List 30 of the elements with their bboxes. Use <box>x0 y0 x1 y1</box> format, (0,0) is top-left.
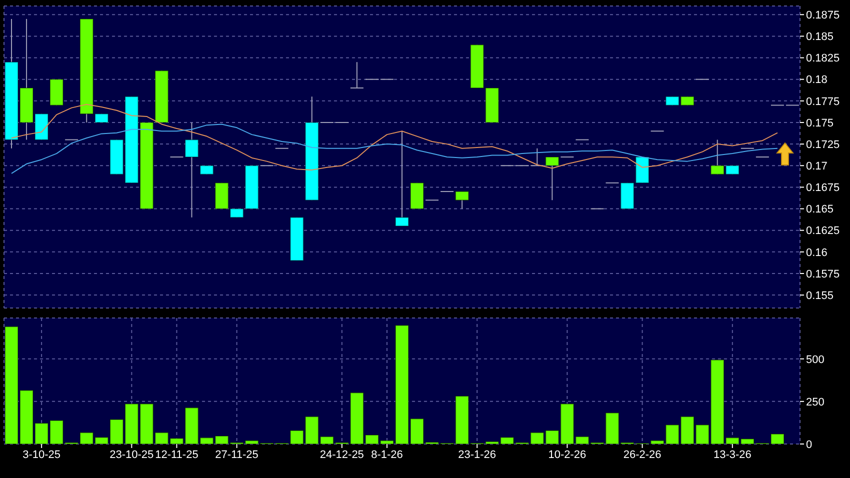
y-tick-label: 0.1825 <box>806 52 840 65</box>
y-tick-label: 500 <box>806 354 824 366</box>
y-tick-label: 0 <box>806 438 812 451</box>
y-tick-label: 0.16 <box>806 246 828 259</box>
x-tick-label: 24-12-25 <box>320 448 364 461</box>
y-tick-label: 0.18 <box>806 74 828 86</box>
line-series <box>11 104 778 170</box>
y-tick-label: 0.185 <box>806 31 834 44</box>
y-tick-label: 0.1875 <box>806 10 840 22</box>
x-tick-label: 26-2-26 <box>623 448 662 461</box>
x-tick-label: 13-3-26 <box>713 448 752 461</box>
candlestick <box>350 62 364 88</box>
y-tick-label: 0.1675 <box>806 182 840 194</box>
candlestick <box>394 130 409 227</box>
y-tick-label: 0.165 <box>806 204 834 216</box>
y-tick-label: 0.1625 <box>806 225 840 238</box>
y-tick-label: 250 <box>806 396 824 408</box>
y-tick-label: 0.1575 <box>806 268 840 280</box>
y-tick-label: 0.155 <box>806 290 834 302</box>
x-tick-label: 23-1-26 <box>458 448 496 461</box>
x-tick-label: 12-11-25 <box>155 448 198 461</box>
x-tick-label: 27-11-25 <box>215 448 258 461</box>
x-tick-label: 10-2-26 <box>548 448 586 461</box>
y-tick-label: 0.17 <box>806 160 828 173</box>
y-tick-label: 0.1775 <box>806 96 840 108</box>
y-tick-label: 0.1725 <box>806 138 840 151</box>
x-tick-label: 23-10-25 <box>110 448 154 461</box>
x-tick-label: 8-1-26 <box>371 448 403 461</box>
y-tick-label: 0.175 <box>806 117 834 130</box>
x-tick-label: 3-10-25 <box>22 448 61 461</box>
